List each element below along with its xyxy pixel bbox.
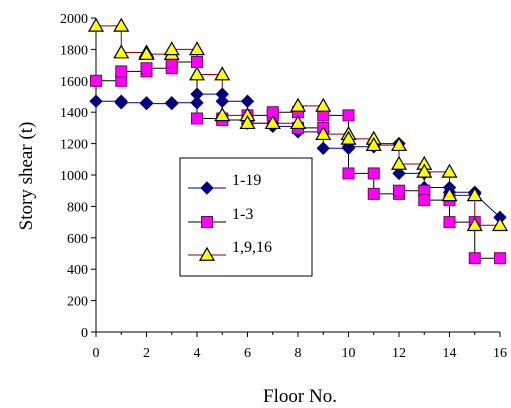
- data-point-series-2: [393, 184, 405, 197]
- data-point-series-3: [441, 187, 458, 202]
- data-point-series-3: [214, 66, 231, 81]
- legend-marker-2: [201, 216, 213, 228]
- data-point-series-2: [494, 252, 506, 265]
- x-tick-label: 0: [93, 346, 100, 361]
- data-point-series-3: [289, 114, 307, 130]
- data-point-series-1: [114, 96, 128, 110]
- x-tick-label: 14: [443, 346, 457, 361]
- y-tick-label: 2000: [60, 12, 88, 27]
- x-tick-label: 4: [194, 346, 201, 361]
- data-point-series-1: [316, 141, 330, 156]
- data-point-series-2: [191, 55, 203, 68]
- data-point-series-3: [340, 130, 357, 145]
- y-tick-label: 1000: [60, 169, 88, 184]
- data-point-series-2: [443, 216, 456, 229]
- data-point-series-2: [367, 187, 380, 200]
- data-point-series-3: [315, 97, 332, 112]
- data-point-series-1: [165, 96, 179, 110]
- y-tick-label: 600: [67, 232, 88, 247]
- y-tick-label: 1400: [60, 106, 88, 121]
- data-point-series-3: [239, 114, 256, 130]
- y-tick-label: 400: [67, 263, 88, 278]
- y-axis-title: Story shear (t): [16, 122, 37, 231]
- data-point-series-2: [115, 65, 128, 78]
- data-point-series-2: [342, 109, 355, 122]
- data-point-series-2: [191, 112, 203, 125]
- y-tick-label: 0: [81, 326, 88, 341]
- x-tick-label: 16: [493, 346, 507, 361]
- y-tick-label: 200: [67, 295, 88, 310]
- data-point-series-2: [418, 194, 431, 207]
- data-point-series-1: [89, 94, 103, 108]
- legend-marker-1: [200, 181, 214, 195]
- data-point-series-3: [441, 163, 458, 178]
- data-point-series-3: [466, 187, 483, 202]
- x-tick-label: 10: [342, 346, 356, 361]
- data-point-series-3: [466, 217, 483, 232]
- y-tick-label: 1800: [60, 43, 88, 58]
- x-axis-title: Floor No.: [263, 386, 337, 407]
- data-point-series-3: [390, 136, 408, 152]
- data-point-series-3: [87, 17, 105, 32]
- data-point-series-3: [113, 44, 130, 59]
- data-point-series-3: [289, 97, 307, 112]
- data-point-series-1: [190, 96, 204, 110]
- legend-label-3: 1,9,16: [232, 239, 272, 256]
- data-point-series-2: [342, 167, 355, 180]
- markers-group: [87, 17, 509, 265]
- y-tick-label: 1600: [60, 75, 88, 90]
- data-point-series-3: [416, 163, 433, 178]
- x-tick-label: 12: [392, 346, 406, 361]
- legend: 1-19 1-3 1,9,16: [179, 157, 313, 277]
- y-tick-label: 800: [67, 200, 88, 215]
- legend-label-2: 1-3: [232, 206, 253, 223]
- data-point-series-3: [188, 41, 206, 56]
- data-point-series-1: [190, 87, 204, 101]
- x-tick-label: 6: [244, 346, 251, 361]
- data-point-series-1: [139, 96, 154, 111]
- data-point-series-3: [214, 107, 231, 122]
- data-point-series-2: [140, 62, 153, 75]
- legend-label-1: 1-19: [232, 172, 261, 189]
- data-point-series-3: [491, 217, 509, 232]
- data-point-series-3: [138, 45, 155, 60]
- axes: 0 200 400 600 800 1000 1200 1400 1600 1800 2000 0 2 4…: [60, 12, 507, 361]
- x-tick-label: 2: [143, 346, 150, 361]
- legend-marker-3: [198, 246, 216, 261]
- data-point-series-3: [163, 41, 180, 56]
- data-point-series-3: [365, 136, 382, 152]
- x-tick-label: 8: [295, 346, 302, 361]
- data-point-series-1: [392, 166, 406, 181]
- data-point-series-3: [113, 17, 130, 32]
- data-point-series-2: [367, 167, 380, 180]
- data-point-series-3: [264, 114, 281, 130]
- data-point-series-3: [390, 155, 408, 170]
- y-tick-label: 1200: [60, 138, 88, 153]
- data-point-series-2: [468, 252, 481, 265]
- data-point-series-3: [188, 66, 206, 81]
- data-point-series-3: [315, 125, 332, 141]
- data-point-series-2: [90, 74, 102, 87]
